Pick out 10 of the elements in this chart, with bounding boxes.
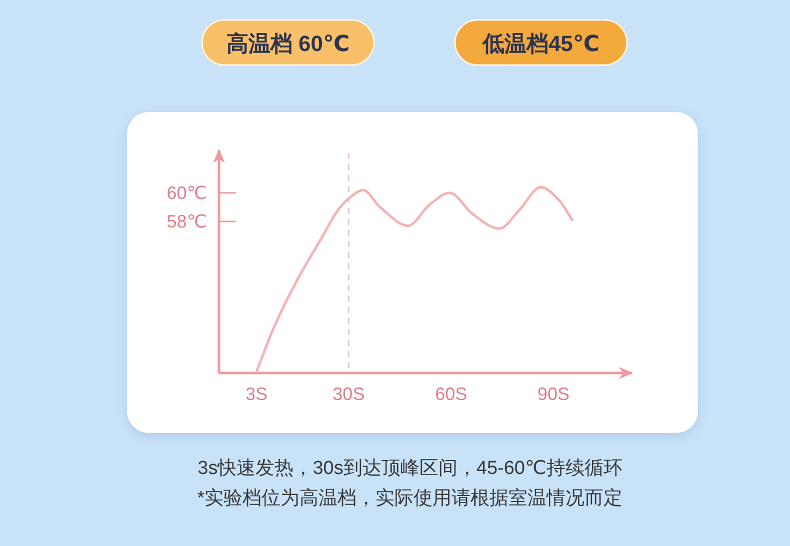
button: 低温档45℃ [454,19,628,66]
text: 3s快速发热，30s到达顶峰区间，45-60℃持续循环 [198,458,622,479]
x-tick-label: 90S [537,384,570,404]
y-tick-label: 60℃ [166,182,207,203]
x-tick-label: 30S [332,384,365,404]
y-tick-label: 58℃ [166,211,207,232]
button: 高温档 60℃ [201,19,375,66]
text: *实验档位为高温档，实际使用请根据室温情况而定 [197,487,623,509]
x-tick-label: 3S [246,384,268,404]
x-tick-label: 60S [435,384,468,404]
